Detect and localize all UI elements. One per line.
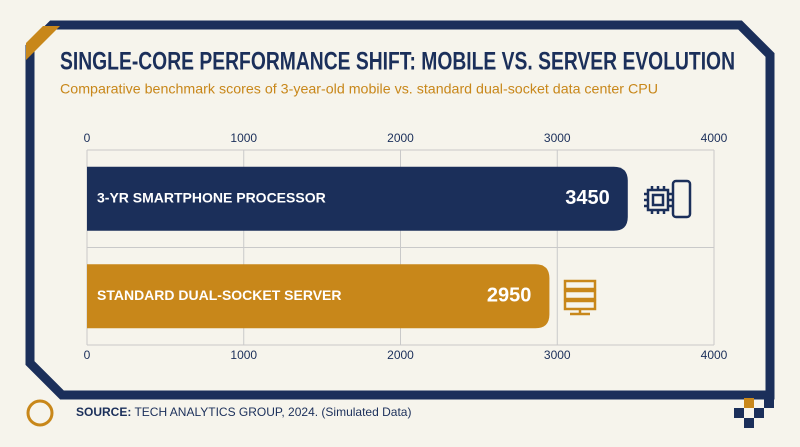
x-tick-label-bottom: 3000 bbox=[544, 348, 571, 362]
frame bbox=[25, 20, 775, 400]
chart-subtitle: Comparative benchmark scores of 3-year-o… bbox=[60, 81, 658, 97]
source-text: TECH ANALYTICS GROUP, 2024. (Simulated D… bbox=[134, 405, 411, 419]
x-tick-label-top: 0 bbox=[84, 131, 91, 145]
x-tick-label-bottom: 1000 bbox=[230, 348, 257, 362]
bar bbox=[87, 264, 550, 329]
x-tick-label-bottom: 0 bbox=[84, 348, 91, 362]
category-label: STANDARD DUAL-SOCKET SERVER bbox=[97, 287, 342, 303]
bar bbox=[87, 166, 628, 231]
plot: 0 0 1000 1000 2000 2000 3000 3000 4000 4000 3-YR S… bbox=[84, 131, 728, 362]
x-tick-label-top: 4000 bbox=[701, 131, 728, 145]
chart-title: SINGLE-CORE PERFORMANCE SHIFT: MOBILE VS… bbox=[60, 48, 735, 76]
x-tick-label-top: 3000 bbox=[544, 131, 571, 145]
compass-icon bbox=[26, 399, 54, 427]
source: SOURCE: TECH ANALYTICS GROUP, 2024. (Sim… bbox=[76, 405, 411, 419]
value-label: 3450 bbox=[565, 187, 610, 209]
logo bbox=[734, 398, 774, 428]
x-tick-label-top: 1000 bbox=[230, 131, 257, 145]
phone-icon bbox=[644, 179, 692, 219]
server-icon bbox=[563, 279, 597, 316]
value-label: 2950 bbox=[487, 285, 532, 307]
x-tick-label-bottom: 4000 bbox=[701, 348, 728, 362]
x-tick-label-bottom: 2000 bbox=[387, 348, 414, 362]
x-tick-label-top: 2000 bbox=[387, 131, 414, 145]
category-label: 3-YR SMARTPHONE PROCESSOR bbox=[97, 189, 326, 205]
frame-corner bbox=[26, 26, 60, 60]
source-label: SOURCE: bbox=[76, 405, 131, 419]
